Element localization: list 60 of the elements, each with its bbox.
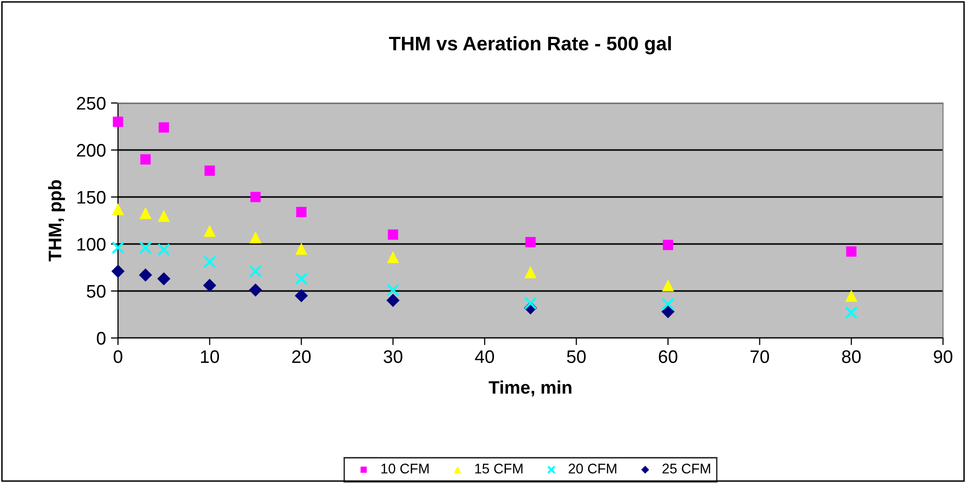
point	[249, 264, 262, 278]
point	[524, 266, 537, 278]
y-tick-label: 0	[96, 332, 106, 345]
x-axis-title: Time, min	[488, 380, 572, 396]
x-tick-label: 60	[658, 350, 678, 364]
point	[248, 283, 262, 297]
y-tick-label: 150	[77, 190, 106, 204]
point	[296, 206, 306, 218]
legend-label: 20 CFM	[568, 464, 616, 474]
point	[139, 206, 152, 219]
y-tick-label: 200	[76, 144, 106, 157]
point	[204, 166, 215, 176]
point	[139, 241, 152, 254]
point	[140, 154, 151, 165]
point	[525, 236, 536, 248]
point	[158, 122, 169, 133]
point	[294, 289, 308, 302]
legend-label: 25 CFM	[662, 464, 710, 474]
y-tick-label: 100	[77, 238, 106, 251]
point	[386, 294, 400, 307]
point	[250, 192, 261, 202]
point	[158, 210, 170, 222]
point	[386, 251, 400, 264]
legend-label: 15 CFM	[475, 464, 522, 474]
point	[204, 224, 216, 237]
point	[662, 240, 674, 250]
point	[157, 272, 170, 286]
point	[138, 268, 152, 282]
point	[661, 305, 675, 318]
y-tick-label: 250	[76, 96, 106, 110]
chart-title: THM vs Aeration Rate - 500 gal	[389, 36, 671, 54]
point	[112, 203, 124, 216]
point	[846, 246, 856, 257]
point	[844, 306, 858, 320]
point	[111, 264, 125, 278]
y-axis-title: THM, ppb	[48, 180, 65, 262]
x-tick-label: 30	[384, 350, 402, 364]
point	[295, 242, 308, 255]
point	[662, 279, 674, 292]
point	[157, 243, 170, 256]
point	[845, 290, 858, 302]
point	[524, 296, 537, 310]
point	[249, 231, 262, 244]
y-tick-label: 50	[86, 284, 106, 298]
x-tick-label: 20	[292, 350, 311, 364]
point	[294, 272, 308, 286]
point	[203, 255, 216, 268]
point	[386, 284, 400, 296]
x-tick-label: 80	[842, 350, 861, 364]
x-tick-label: 70	[750, 350, 770, 364]
x-tick-label: 90	[934, 350, 952, 364]
x-tick-label: 50	[567, 350, 586, 364]
point	[203, 278, 216, 292]
point	[388, 229, 398, 240]
legend-label: 10 CFM	[381, 464, 429, 474]
x-tick-label: 40	[475, 350, 494, 364]
x-tick-label: 10	[201, 350, 220, 364]
x-tick-label: 0	[114, 350, 122, 364]
point	[662, 298, 674, 311]
point	[112, 116, 124, 127]
